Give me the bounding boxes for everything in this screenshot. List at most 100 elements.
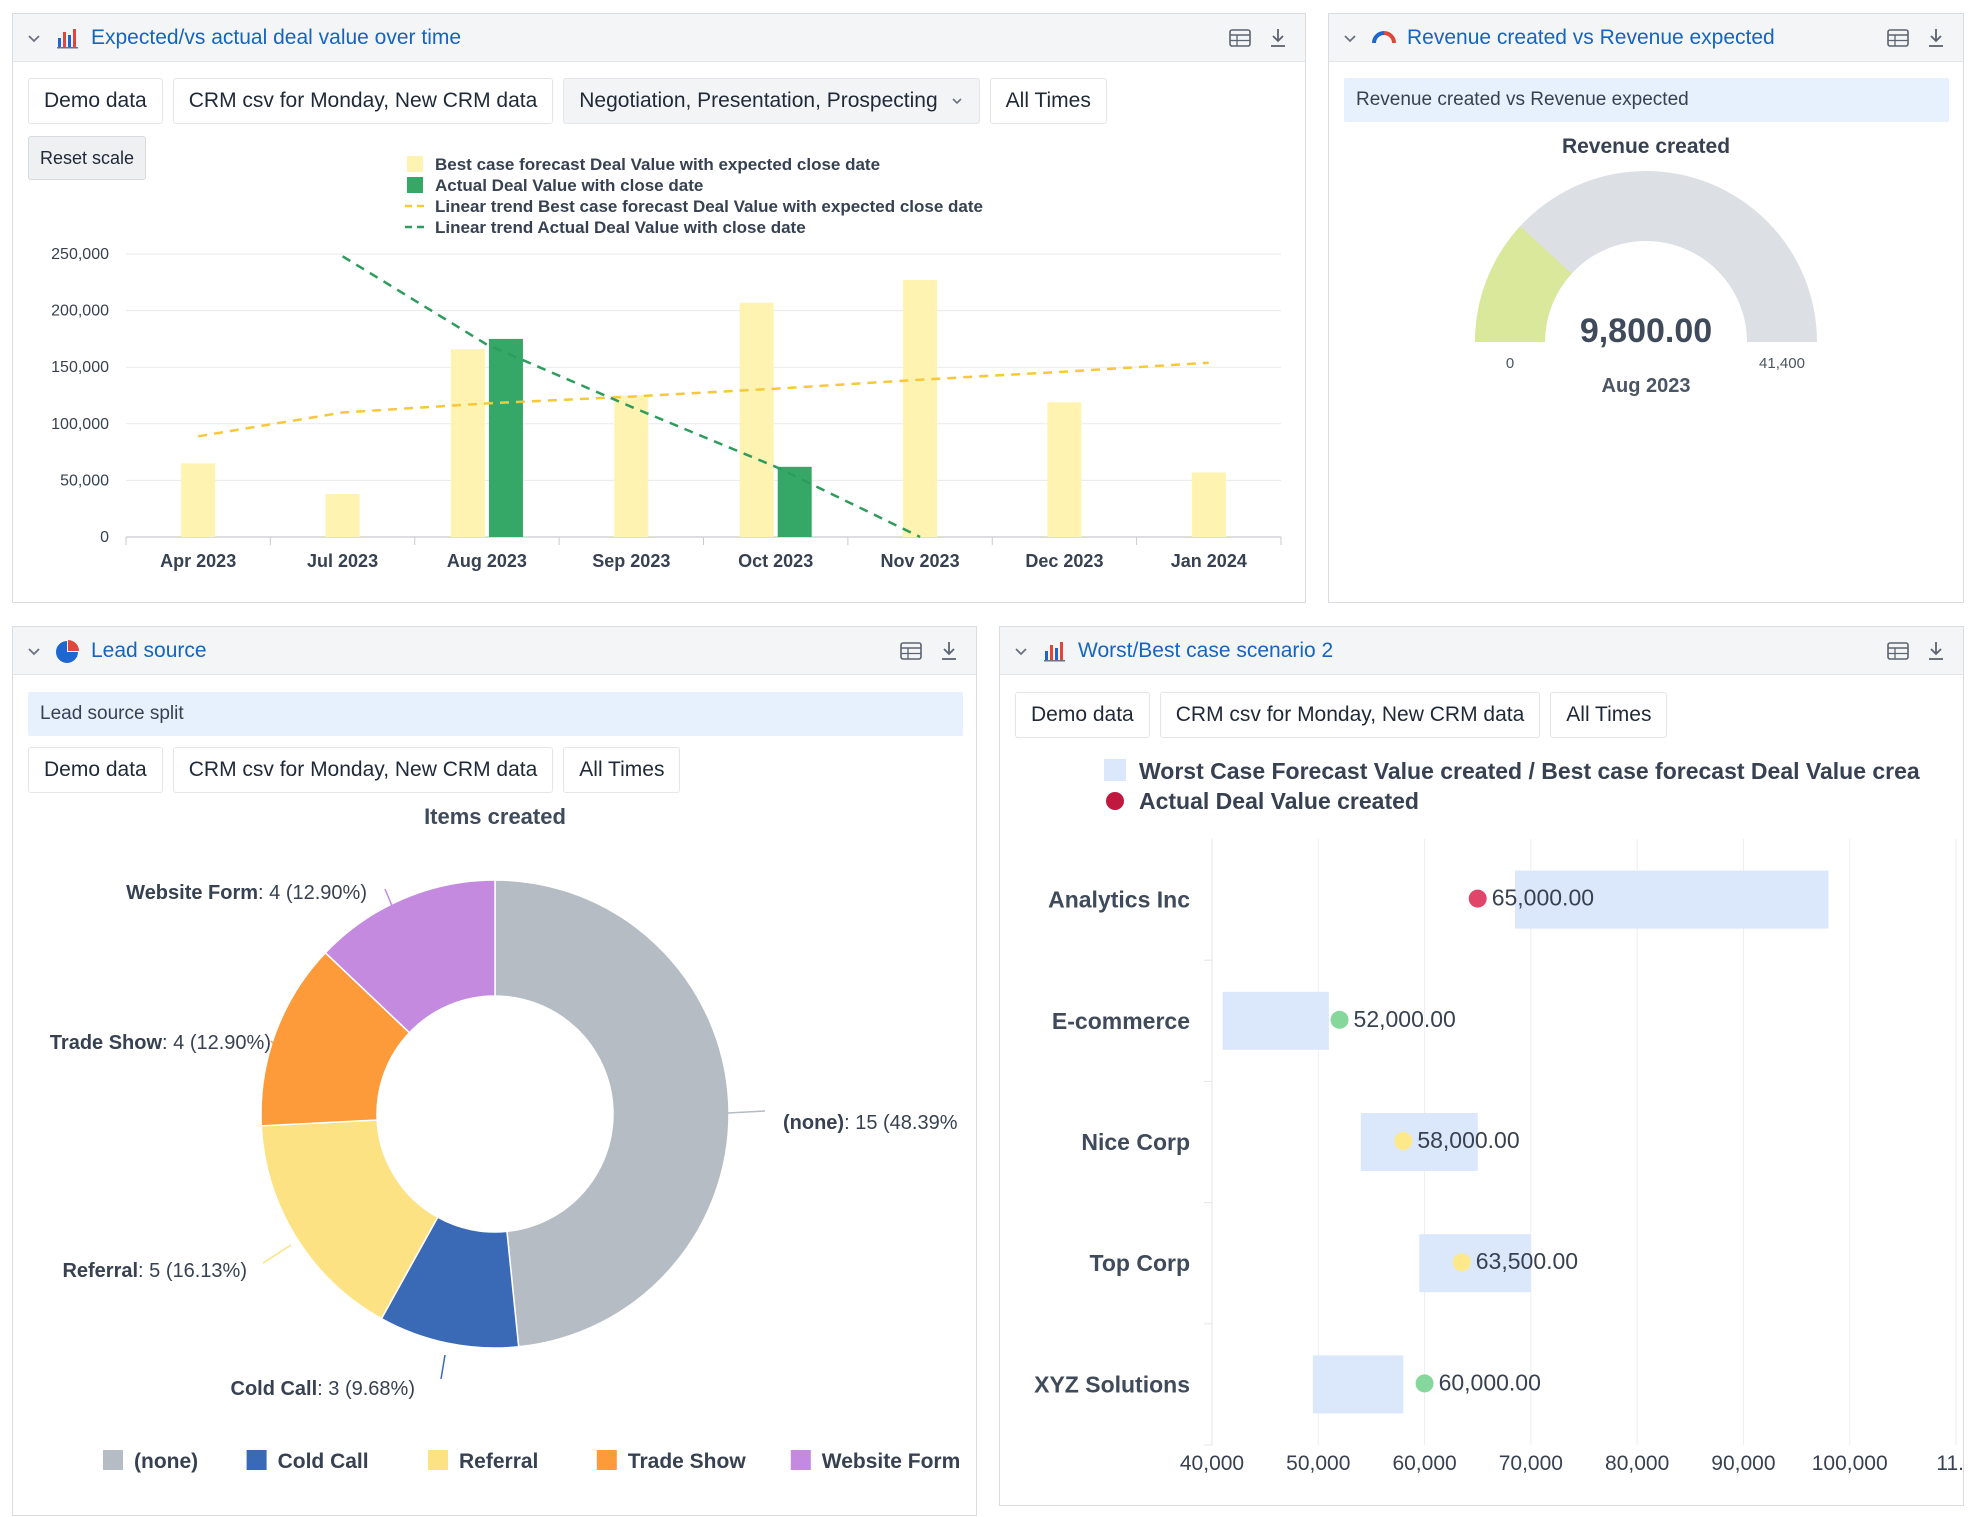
filter-tag-crm-csv[interactable]: CRM csv for Monday, New CRM data (172, 747, 554, 793)
legend-swatch (1106, 792, 1124, 810)
legend-swatch (246, 1450, 267, 1470)
deal-value-panel: Expected/vs actual deal value over time … (12, 13, 1306, 603)
panel-title[interactable]: Revenue created vs Revenue expected (1407, 26, 1775, 49)
chevron-down-icon[interactable] (25, 642, 43, 660)
legend-label: Best case forecast Deal Value with expec… (435, 155, 880, 174)
legend-label: Trade Show (628, 1450, 747, 1473)
download-icon[interactable] (1923, 25, 1949, 51)
gauge-title: Revenue created (1562, 135, 1730, 158)
x-tick-label: 50,000 (1286, 1452, 1350, 1475)
actual-point (1330, 1010, 1349, 1029)
legend-label: Actual Deal Value created (1139, 788, 1419, 814)
x-tick-label: Jul 2023 (307, 551, 378, 571)
panel-header: Lead source (13, 627, 976, 675)
bar-chart-icon (57, 29, 78, 49)
legend-swatch (790, 1450, 811, 1470)
bar-best-case (903, 280, 938, 537)
y-category-label: Nice Corp (1081, 1129, 1190, 1155)
filter-tag-all-times[interactable]: All Times (989, 78, 1107, 124)
slice-label: Referral: 5 (16.13%) (62, 1260, 247, 1282)
filter-tag-all-times[interactable]: All Times (563, 747, 681, 793)
y-tick-label: 250,000 (51, 246, 109, 263)
legend-swatch (103, 1450, 123, 1470)
slice-label: Trade Show: 4 (12.90%) (50, 1032, 271, 1054)
bar-best-case (1047, 402, 1082, 537)
download-icon[interactable] (1265, 25, 1291, 51)
panel-header: Expected/vs actual deal value over time (13, 14, 1305, 62)
y-tick-label: 200,000 (51, 303, 109, 320)
range-bar (1419, 1234, 1531, 1293)
legend-label: (none) (134, 1450, 198, 1473)
panel-subtitle: Lead source split (28, 692, 963, 736)
y-tick-label: 100,000 (51, 416, 109, 433)
range-bar (1312, 1355, 1404, 1414)
gauge-value-arc (1475, 226, 1572, 342)
filter-tag-crm-csv[interactable]: CRM csv for Monday, New CRM data (172, 78, 554, 124)
legend-swatch (1104, 759, 1126, 781)
y-category-label: Analytics Inc (1048, 887, 1190, 913)
legend-label: Worst Case Forecast Value created / Best… (1139, 758, 1920, 784)
actual-value-label: 60,000.00 (1439, 1369, 1541, 1395)
actual-point (1394, 1132, 1413, 1150)
x-tick-label: Nov 2023 (881, 551, 960, 571)
actual-value-label: 65,000.00 (1492, 885, 1594, 911)
panel-title[interactable]: Worst/Best case scenario 2 (1078, 639, 1334, 662)
actual-point (1468, 889, 1487, 908)
x-tick-label: 11... (1936, 1452, 1965, 1475)
download-icon[interactable] (936, 638, 962, 664)
legend-label: Linear trend Actual Deal Value with clos… (435, 218, 806, 237)
filter-tag-demo-data[interactable]: Demo data (1015, 692, 1150, 738)
panel-title[interactable]: Expected/vs actual deal value over time (91, 26, 462, 49)
table-view-icon[interactable] (898, 638, 924, 664)
panel-header: Revenue created vs Revenue expected (1329, 14, 1963, 62)
y-category-label: E-commerce (1052, 1008, 1190, 1034)
x-tick-label: Apr 2023 (160, 551, 236, 571)
y-tick-label: 50,000 (60, 472, 109, 489)
legend-label: Referral (459, 1450, 538, 1473)
donut-slice (324, 879, 496, 1034)
lead-source-panel: Lead source Lead source split Demo data … (12, 626, 977, 1516)
table-view-icon[interactable] (1885, 638, 1911, 664)
filter-tag-demo-data[interactable]: Demo data (28, 747, 163, 793)
reset-scale-button[interactable]: Reset scale (28, 136, 147, 180)
filter-tag-all-times[interactable]: All Times (1550, 692, 1668, 738)
filter-dropdown-label: Negotiation, Presentation, Prospecting (579, 89, 938, 112)
filter-row: Demo data CRM csv for Monday, New CRM da… (28, 78, 1107, 124)
gauge-value-label: 9,800.00 (1580, 312, 1712, 350)
filter-tag-crm-csv[interactable]: CRM csv for Monday, New CRM data (1159, 692, 1541, 738)
bar-best-case (614, 395, 649, 537)
table-view-icon[interactable] (1885, 25, 1911, 51)
panel-header: Worst/Best case scenario 2 (1000, 627, 1963, 675)
chevron-down-icon[interactable] (25, 29, 43, 47)
trend-line (341, 255, 921, 539)
chevron-down-icon[interactable] (1341, 29, 1359, 47)
y-category-label: XYZ Solutions (1034, 1371, 1190, 1397)
chevron-down-icon (952, 98, 962, 105)
bar-best-case (181, 463, 216, 537)
donut-slice (494, 879, 730, 1348)
legend-label: Linear trend Best case forecast Deal Val… (435, 197, 983, 216)
slice-connector (262, 1244, 292, 1264)
actual-value-label: 58,000.00 (1417, 1127, 1519, 1153)
x-tick-label: 80,000 (1605, 1452, 1669, 1475)
actual-value-label: 63,500.00 (1476, 1248, 1578, 1274)
slice-connector (727, 1110, 766, 1114)
table-view-icon[interactable] (1227, 25, 1253, 51)
legend-swatch (596, 1450, 617, 1470)
filter-dropdown-stages[interactable]: Negotiation, Presentation, Prospecting (563, 78, 980, 124)
range-bar (1514, 870, 1829, 929)
filter-tag-demo-data[interactable]: Demo data (28, 78, 163, 124)
chevron-down-icon[interactable] (1012, 642, 1030, 660)
x-tick-label: 60,000 (1392, 1452, 1456, 1475)
bar-actual (777, 466, 812, 537)
panel-subtitle: Revenue created vs Revenue expected (1344, 78, 1949, 122)
bar-chart-icon (1044, 642, 1065, 662)
x-tick-label: Dec 2023 (1025, 551, 1103, 571)
download-icon[interactable] (1923, 638, 1949, 664)
legend-label: Actual Deal Value with close date (435, 176, 703, 195)
slice-connector (440, 1354, 446, 1380)
panel-title[interactable]: Lead source (91, 639, 207, 662)
gauge-track (1475, 171, 1817, 342)
revenue-panel: Revenue created vs Revenue expected Reve… (1328, 13, 1964, 603)
bar-best-case (1191, 472, 1226, 537)
